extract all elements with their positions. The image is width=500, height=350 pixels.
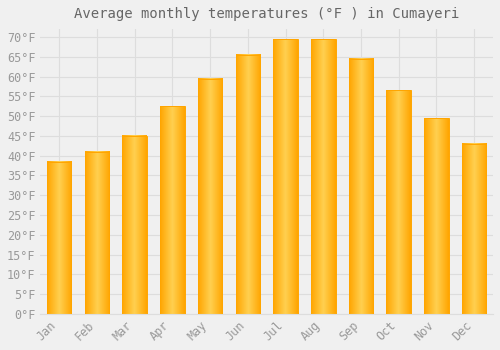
Bar (198, 78, 222, 314)
Bar (311, 39, 336, 314)
Bar (462, 144, 486, 314)
Bar (47, 162, 72, 314)
Bar (274, 39, 298, 314)
Title: Average monthly temperatures (°F ) in Cumayeri: Average monthly temperatures (°F ) in Cu… (74, 7, 460, 21)
Bar (424, 118, 448, 314)
Bar (160, 106, 184, 314)
Bar (386, 90, 411, 314)
Bar (84, 152, 109, 314)
Bar (348, 59, 374, 314)
Bar (236, 55, 260, 314)
Bar (122, 136, 147, 314)
